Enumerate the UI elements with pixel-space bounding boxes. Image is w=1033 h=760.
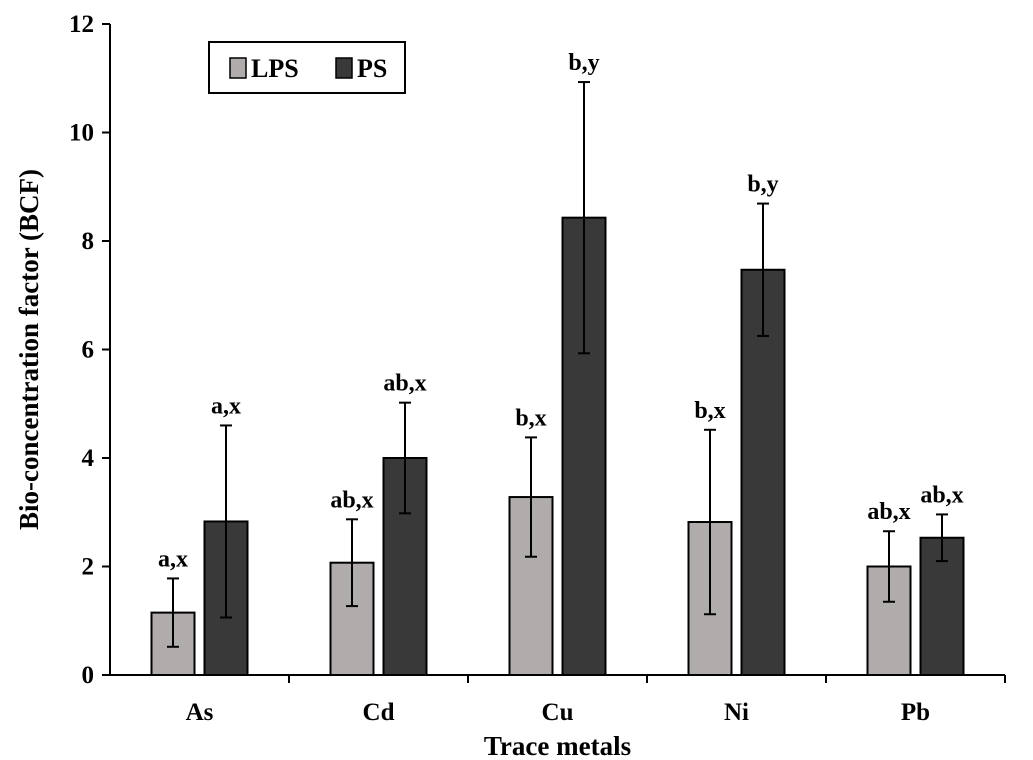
y-tick-label: 2 bbox=[82, 554, 95, 581]
data-label: ab,x bbox=[867, 499, 910, 525]
data-label: b,x bbox=[694, 398, 725, 424]
y-tick-label: 8 bbox=[82, 228, 95, 255]
y-axis-title: Bio-concentration factor (BCF) bbox=[14, 169, 44, 530]
data-label: a,x bbox=[158, 546, 188, 572]
y-tick-label: 12 bbox=[69, 11, 94, 38]
y-tick-label: 6 bbox=[82, 337, 95, 364]
data-label: b,y bbox=[568, 50, 599, 76]
data-label: ab,x bbox=[330, 487, 373, 513]
x-ticks-group: As Cd Cu Ni Pb bbox=[186, 675, 1006, 726]
x-tick-label-ni: Ni bbox=[724, 699, 749, 726]
y-tick-label: 10 bbox=[69, 120, 94, 147]
data-label: b,x bbox=[515, 405, 546, 431]
legend: LPS PS bbox=[208, 41, 406, 94]
data-label: b,y bbox=[747, 172, 778, 198]
bars-group: a,x a,x ab,x ab,x b,x b,y b,x b,y ab,x ab,x bbox=[150, 50, 965, 677]
y-tick-label: 4 bbox=[82, 445, 95, 472]
legend-swatch-ps bbox=[335, 57, 353, 79]
y-tick-label: 0 bbox=[82, 662, 95, 689]
data-label: ab,x bbox=[920, 482, 963, 508]
x-tick-label-cd: Cd bbox=[363, 699, 395, 726]
data-label: a,x bbox=[211, 393, 241, 419]
x-tick-label-pb: Pb bbox=[901, 699, 930, 726]
legend-swatch-lps bbox=[229, 57, 247, 79]
legend-label-ps: PS bbox=[357, 54, 387, 83]
x-tick-label-cu: Cu bbox=[542, 699, 574, 726]
y-ticks-group: 0 2 4 6 8 10 12 bbox=[69, 11, 110, 689]
x-axis-title: Trace metals bbox=[484, 731, 631, 760]
legend-label-lps: LPS bbox=[251, 54, 299, 83]
x-tick-label-as: As bbox=[186, 699, 214, 726]
data-label: ab,x bbox=[383, 371, 426, 397]
